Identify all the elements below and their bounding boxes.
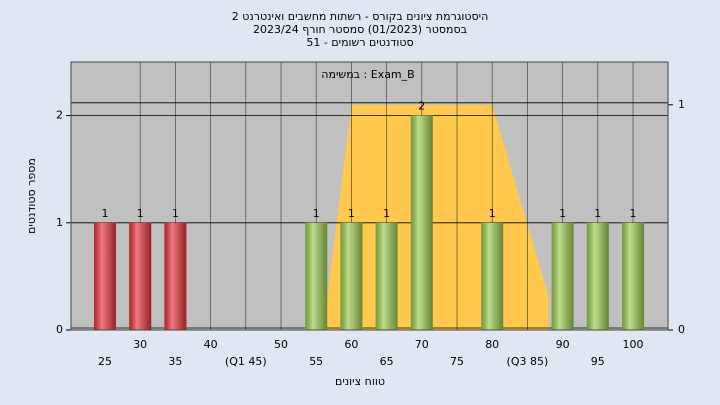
y-axis-label: מספר סטודנטים — [25, 158, 38, 234]
bar-shade — [410, 115, 433, 330]
bar-shade — [622, 222, 644, 330]
y2-tick-label: 1 — [678, 98, 685, 111]
y-tick-label: 2 — [56, 109, 63, 122]
data-label: 1 — [313, 207, 320, 220]
title-line: סטודנטים רשומים - 51 — [306, 36, 413, 49]
x-tick-label: 80 — [485, 338, 499, 351]
plot-border — [70, 61, 669, 331]
bar-shade — [586, 222, 609, 330]
data-label: 1 — [348, 207, 355, 220]
y-tick-label: 0 — [56, 323, 63, 336]
title-line: בסמסטר (01/2023) סמסטר חורף 2023/24 — [253, 23, 467, 36]
x-tick-label: 90 — [556, 338, 570, 351]
x-tick-label: 65 — [380, 355, 394, 368]
x-tick-label: (Q1 45) — [225, 355, 267, 368]
data-label: 2 — [418, 100, 425, 113]
data-label: 1 — [137, 207, 144, 220]
title-line: היסטוגרמת ציונים בקורס - רשתות מחשבים וא… — [232, 10, 489, 23]
x-tick-label: 95 — [591, 355, 605, 368]
x-axis-label: טווח ציונים — [335, 375, 385, 388]
data-label: 1 — [383, 207, 390, 220]
x-tick-label: 55 — [309, 355, 323, 368]
x-tick-label: 35 — [168, 355, 182, 368]
data-label: 1 — [102, 207, 109, 220]
data-label: 1 — [172, 207, 179, 220]
y2-tick-label: 0 — [678, 323, 685, 336]
x-tick-label: 75 — [450, 355, 464, 368]
x-tick-label: (Q3 85) — [507, 355, 549, 368]
bar-shade — [164, 222, 187, 330]
x-tick-label: 40 — [204, 338, 218, 351]
bar-shade — [481, 222, 504, 330]
bar-shade — [375, 222, 398, 330]
bar-shade — [305, 222, 328, 330]
subtitle: במשימה : Exam_B — [321, 68, 414, 81]
x-tick-label: 100 — [623, 338, 644, 351]
x-tick-label: 70 — [415, 338, 429, 351]
y-tick-label: 1 — [56, 216, 63, 229]
data-label: 1 — [489, 207, 496, 220]
x-tick-label: 30 — [133, 338, 147, 351]
data-label: 1 — [559, 207, 566, 220]
x-tick-label: 50 — [274, 338, 288, 351]
bar-shade — [551, 222, 574, 330]
bar-shade — [94, 222, 116, 330]
bar-shade — [129, 222, 152, 330]
x-tick-label: 25 — [98, 355, 112, 368]
data-label: 1 — [594, 207, 601, 220]
data-label: 1 — [630, 207, 637, 220]
bar-shade — [340, 222, 363, 330]
x-tick-label: 60 — [344, 338, 358, 351]
